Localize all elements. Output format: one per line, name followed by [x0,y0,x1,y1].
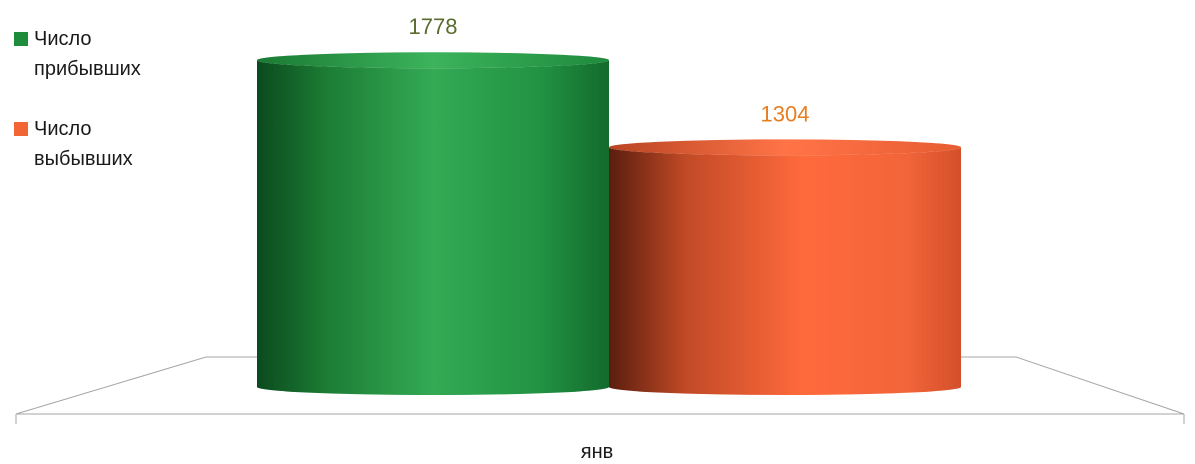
data-label-departed: 1304 [761,101,810,126]
legend-swatch-departed [14,122,28,136]
bar-arrived [257,52,609,396]
legend-item-departed: Число выбывших [12,114,192,174]
legend-label-arrived: Число прибывших [34,28,141,80]
legend-item-arrived: Число прибывших [12,24,192,84]
bar-body [257,60,609,396]
data-label-arrived: 1778 [409,14,458,39]
bar-departed [609,139,961,395]
x-tick-label: янв [581,441,614,463]
legend-swatch-arrived [14,32,28,46]
bar-top [257,52,609,69]
legend-label-departed: Число выбывших [34,118,133,170]
legend: Число прибывших Число выбывших [12,24,192,204]
bar-top [609,139,961,156]
bar-body [609,147,961,395]
